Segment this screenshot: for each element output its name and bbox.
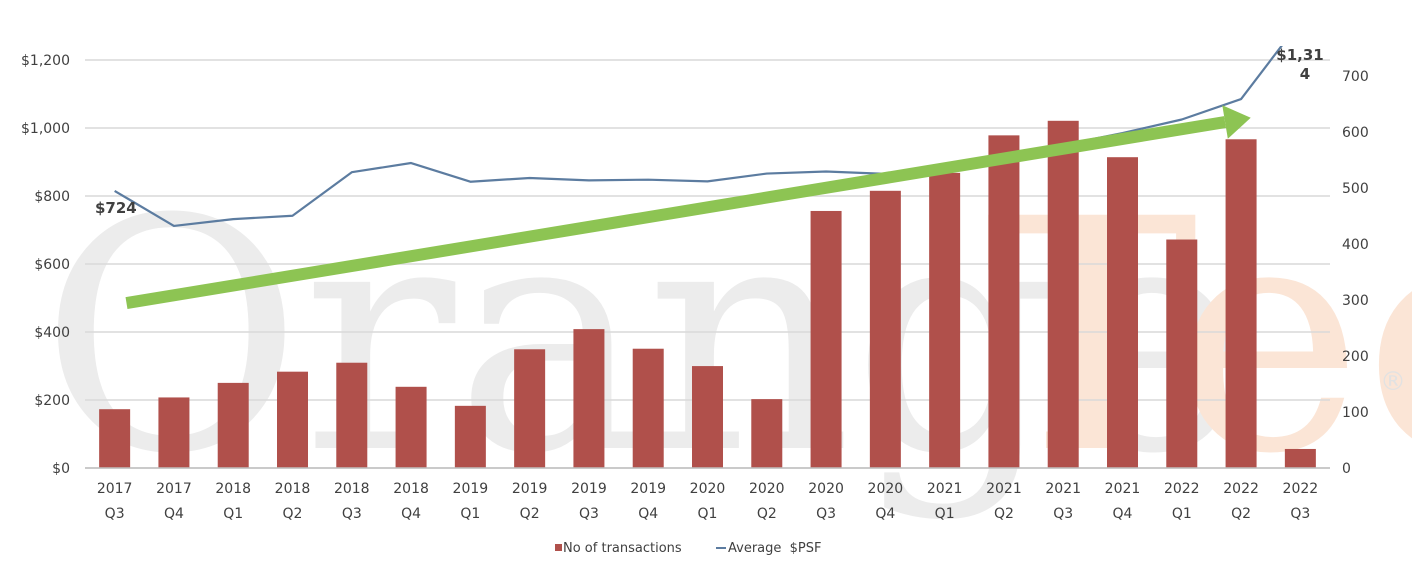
x-tick-quarter: Q2 <box>283 506 303 522</box>
x-tick-year: 2019 <box>571 481 607 497</box>
bar <box>929 172 961 468</box>
x-tick-year: 2022 <box>1223 481 1259 497</box>
bar <box>1047 120 1079 469</box>
x-tick-year: 2020 <box>690 481 726 497</box>
x-tick-year: 2021 <box>1105 481 1141 497</box>
y-left-tick-label: $200 <box>34 393 70 409</box>
bar <box>573 329 605 468</box>
x-tick-quarter: Q2 <box>757 506 777 522</box>
data-label-last: $1,31 <box>1276 46 1323 64</box>
x-tick-year: 2021 <box>1045 481 1081 497</box>
x-tick-quarter: Q3 <box>1053 506 1073 522</box>
x-tick-quarter: Q2 <box>1231 506 1251 522</box>
trend-arrow <box>125 105 1251 310</box>
y-right-tick-label: 600 <box>1342 125 1369 141</box>
y-axis-left: $0 $200 $400 $600 $800 $1,000 $1,200 <box>21 53 70 477</box>
y-left-tick-label: $0 <box>52 461 70 477</box>
x-tick-year: 2019 <box>630 481 666 497</box>
bar <box>217 382 249 468</box>
legend-label-line: Average $PSF <box>728 541 822 556</box>
bar <box>158 397 190 468</box>
legend-label-bar: No of transactions <box>563 541 682 556</box>
bar <box>1166 239 1198 468</box>
x-tick-quarter: Q4 <box>1113 506 1133 522</box>
x-tick-quarter: Q4 <box>875 506 895 522</box>
x-tick-quarter: Q2 <box>520 506 540 522</box>
bar <box>1107 157 1138 468</box>
y-left-tick-label: $1,200 <box>21 53 70 69</box>
data-label-last-wrap: 4 <box>1300 65 1310 83</box>
x-tick-year: 2022 <box>1164 481 1200 497</box>
x-tick-year: 2021 <box>927 481 963 497</box>
x-tick-quarter: Q4 <box>638 506 658 522</box>
y-left-tick-label: $1,000 <box>21 121 70 137</box>
x-axis: 2017 Q3 2017 Q4 2018 Q1 2018 Q2 2018 Q3 2018 Q4 2019… <box>85 467 1330 522</box>
x-tick-quarter: Q3 <box>816 506 836 522</box>
x-tick-quarter: Q1 <box>698 506 718 522</box>
x-tick-year: 2019 <box>453 481 489 497</box>
annotations: $724 $1,314 <box>95 46 1324 217</box>
x-tick-year: 2020 <box>868 481 904 497</box>
x-tick-year: 2022 <box>1283 481 1319 497</box>
bar <box>514 349 546 468</box>
y-right-tick-label: 100 <box>1342 405 1369 421</box>
x-tick-quarter: Q1 <box>460 506 480 522</box>
y-right-tick-label: 200 <box>1342 349 1369 365</box>
x-tick-year: 2018 <box>334 481 370 497</box>
bar-series <box>99 120 1316 469</box>
y-left-tick-label: $600 <box>34 257 70 273</box>
y-left-tick-label: $400 <box>34 325 70 341</box>
bar <box>869 190 901 469</box>
y-right-tick-label: 0 <box>1342 461 1351 477</box>
data-label-first: $724 <box>95 199 137 217</box>
bar <box>454 405 486 468</box>
x-tick-quarter: Q4 <box>401 506 421 522</box>
x-tick-quarter: Q3 <box>105 506 125 522</box>
x-tick-year: 2020 <box>749 481 785 497</box>
bar <box>395 386 427 468</box>
watermark-registered-mark: ® <box>1380 367 1406 397</box>
x-tick-year: 2017 <box>97 481 133 497</box>
bar <box>751 399 783 468</box>
x-tick-year: 2018 <box>215 481 251 497</box>
bar <box>988 135 1020 469</box>
bar <box>810 210 842 468</box>
x-tick-year: 2018 <box>275 481 311 497</box>
x-tick-year: 2020 <box>808 481 844 497</box>
x-tick-year: 2021 <box>986 481 1022 497</box>
bar <box>1225 139 1257 468</box>
x-tick-quarter: Q3 <box>342 506 362 522</box>
y-right-tick-label: 500 <box>1342 181 1369 197</box>
x-tick-year: 2019 <box>512 481 548 497</box>
y-left-tick-label: $800 <box>34 189 70 205</box>
y-right-tick-label: 300 <box>1342 293 1369 309</box>
trend-arrow-shaft <box>125 116 1227 310</box>
x-tick-quarter: Q1 <box>1172 506 1192 522</box>
y-right-tick-label: 700 <box>1342 69 1369 85</box>
x-tick-quarter: Q3 <box>1290 506 1310 522</box>
trend-arrow-head <box>1222 105 1251 139</box>
bar <box>99 409 131 468</box>
x-tick-quarter: Q1 <box>223 506 243 522</box>
x-tick-quarter: Q2 <box>994 506 1014 522</box>
x-tick-year: 2018 <box>393 481 429 497</box>
bar <box>632 348 664 468</box>
bar <box>277 371 308 468</box>
legend-swatch-bar <box>555 544 562 551</box>
legend: No of transactions Average $PSF <box>555 541 822 556</box>
y-axis-right: 0 100 200 300 400 500 600 700 <box>1342 69 1369 477</box>
bar <box>692 366 723 468</box>
x-tick-quarter: Q1 <box>935 506 955 522</box>
bar <box>336 362 368 468</box>
x-tick-quarter: Q4 <box>164 506 184 522</box>
y-right-tick-label: 400 <box>1342 237 1369 253</box>
x-tick-year: 2017 <box>156 481 192 497</box>
bar <box>1284 448 1316 468</box>
x-tick-quarter: Q3 <box>579 506 599 522</box>
